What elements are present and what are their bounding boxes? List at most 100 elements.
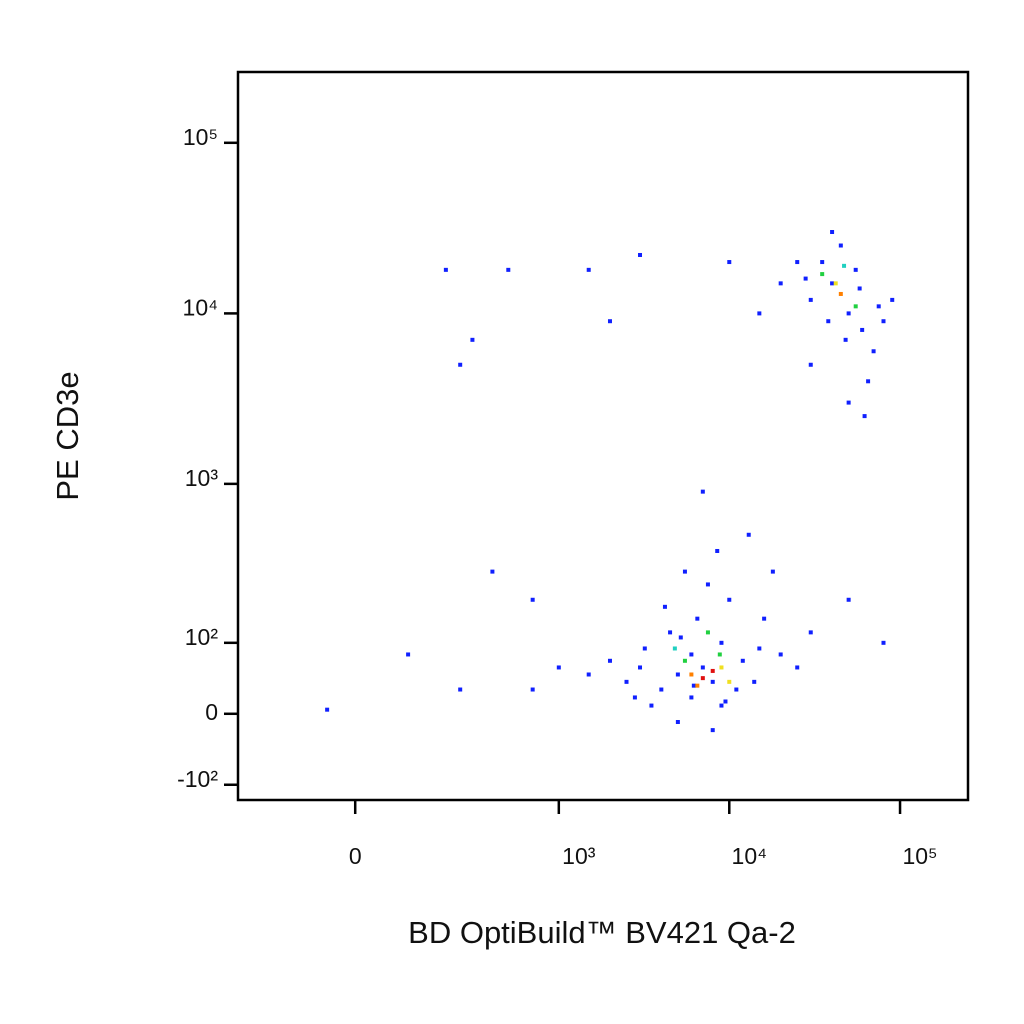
data-point (876, 304, 881, 309)
x-tick-label: 0 (349, 843, 362, 869)
data-point (710, 668, 715, 673)
data-point (727, 260, 732, 265)
data-point (830, 230, 835, 235)
data-point (826, 319, 831, 324)
data-point (458, 687, 463, 692)
data-point (723, 699, 728, 704)
data-point (717, 652, 722, 657)
data-point (727, 679, 732, 684)
data-point (752, 679, 757, 684)
data-point (710, 679, 715, 684)
data-point (607, 319, 612, 324)
data-point (778, 281, 783, 286)
data-point (746, 532, 751, 537)
data-point (862, 414, 867, 419)
data-point (853, 304, 858, 309)
y-tick-label: 10⁵ (183, 124, 218, 150)
data-point (325, 707, 330, 712)
data-point (668, 630, 673, 635)
y-tick-label: 10³ (185, 465, 219, 491)
data-point (843, 337, 848, 342)
data-point (838, 243, 843, 248)
data-point (715, 548, 720, 553)
data-point (624, 679, 629, 684)
data-point (705, 582, 710, 587)
data-point (642, 646, 647, 651)
data-point (556, 665, 561, 670)
data-point (740, 658, 745, 663)
data-point (607, 658, 612, 663)
data-point (586, 267, 591, 272)
data-point (632, 695, 637, 700)
data-point (700, 676, 705, 681)
data-point (649, 703, 654, 708)
data-point (458, 362, 463, 367)
data-point (682, 569, 687, 574)
data-point (803, 276, 808, 281)
data-point (586, 672, 591, 677)
data-point (871, 349, 876, 354)
y-tick-label: 10² (185, 624, 219, 650)
data-point (842, 263, 847, 268)
data-point (795, 260, 800, 265)
data-point (470, 337, 475, 342)
data-point (734, 687, 739, 692)
data-point (757, 311, 762, 316)
data-point (853, 267, 858, 272)
data-point (770, 569, 775, 574)
data-point (675, 672, 680, 677)
data-point (778, 652, 783, 657)
data-point (689, 652, 694, 657)
data-point (830, 281, 835, 286)
x-tick-label: 10⁴ (732, 843, 767, 869)
data-point (727, 597, 732, 602)
data-point (678, 635, 683, 640)
data-point (719, 640, 724, 645)
data-point (490, 569, 495, 574)
data-point (705, 630, 710, 635)
data-point (672, 646, 677, 651)
data-point (838, 291, 843, 296)
data-point (881, 640, 886, 645)
y-axis-label: PE CD3e (50, 371, 85, 500)
data-point (808, 297, 813, 302)
data-point (700, 665, 705, 670)
data-point (659, 687, 664, 692)
data-point (682, 658, 687, 663)
data-point (795, 665, 800, 670)
data-point (443, 267, 448, 272)
data-point (700, 489, 705, 494)
data-point (890, 297, 895, 302)
data-point (710, 728, 715, 733)
data-point (762, 616, 767, 621)
plot-frame (236, 70, 970, 802)
data-point (846, 597, 851, 602)
data-point (846, 311, 851, 316)
x-axis-label: BD OptiBuild™ BV421 Qa-2 (408, 915, 796, 950)
data-point (689, 672, 694, 677)
data-point (881, 319, 886, 324)
data-point (719, 665, 724, 670)
data-point (675, 720, 680, 725)
data-point (662, 604, 667, 609)
data-point (833, 281, 838, 286)
data-point (530, 597, 535, 602)
data-point (406, 652, 411, 657)
data-point (866, 379, 871, 384)
y-tick-label: -10² (177, 766, 218, 792)
data-point (808, 630, 813, 635)
x-tick-label: 10⁵ (902, 843, 937, 869)
data-point (860, 327, 865, 332)
data-point (691, 683, 696, 688)
data-point (857, 286, 862, 291)
data-point (757, 646, 762, 651)
x-tick-label: 10³ (562, 843, 596, 869)
data-point (820, 260, 825, 265)
data-point (808, 362, 813, 367)
data-point (638, 665, 643, 670)
data-point (820, 272, 825, 277)
y-tick-label: 0 (205, 699, 218, 725)
data-point (506, 267, 511, 272)
data-point (846, 400, 851, 405)
